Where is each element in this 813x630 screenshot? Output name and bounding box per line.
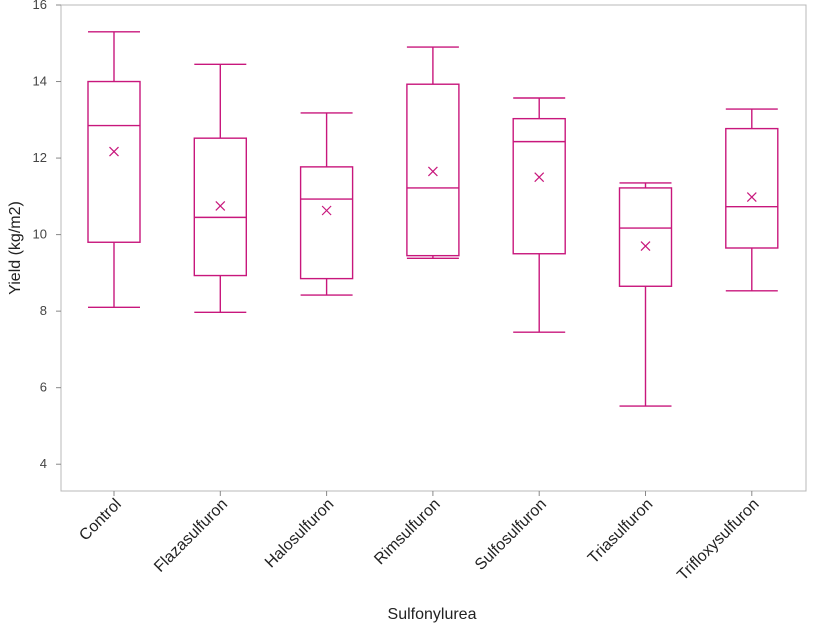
x-tick-label: Rimsulfuron bbox=[371, 496, 443, 568]
mean-marker bbox=[109, 146, 119, 157]
y-tick-label: 16 bbox=[33, 0, 47, 12]
box-halosulfuron bbox=[299, 112, 354, 296]
mean-marker bbox=[534, 172, 545, 183]
mean-marker bbox=[321, 205, 332, 216]
box-series bbox=[87, 31, 779, 407]
mean-marker bbox=[746, 192, 757, 203]
y-tick-label: 6 bbox=[40, 380, 47, 395]
x-tick-label: Control bbox=[76, 496, 124, 544]
box-flazasulfuron bbox=[193, 63, 248, 313]
box-control bbox=[87, 31, 141, 309]
mean-marker bbox=[427, 166, 438, 177]
y-tick-label: 10 bbox=[33, 227, 47, 242]
iqr-box bbox=[193, 137, 248, 277]
box-trifloxysulfuron bbox=[725, 108, 779, 292]
y-tick-label: 4 bbox=[40, 456, 47, 471]
y-tick-label: 14 bbox=[33, 74, 47, 89]
y-tick-label: 12 bbox=[33, 150, 47, 165]
box-triasulfuron bbox=[618, 182, 673, 407]
y-tick-label: 8 bbox=[40, 303, 47, 318]
y-axis-title: Yield (kg/m2) bbox=[7, 201, 24, 295]
y-axis: 4 6 8 10 12 14 16 bbox=[33, 0, 61, 471]
box-sulfosulfuron bbox=[512, 97, 566, 333]
x-tick-label: Halosulfuron bbox=[262, 496, 338, 572]
plot-frame bbox=[60, 4, 807, 492]
mean-marker bbox=[640, 241, 651, 252]
box-rimsulfuron bbox=[406, 46, 460, 260]
x-tick-label: Flazasulfuron bbox=[151, 496, 231, 576]
mean-marker bbox=[215, 200, 226, 211]
iqr-box bbox=[725, 127, 779, 249]
iqr-box bbox=[512, 117, 566, 255]
iqr-box bbox=[299, 166, 354, 280]
iqr-box bbox=[406, 83, 460, 257]
x-axis-title: Sulfonylurea bbox=[388, 606, 477, 623]
x-tick-label: Triasulfuron bbox=[585, 496, 656, 567]
x-axis: Control Flazasulfuron Halosulfuron Rimsulfu… bbox=[76, 491, 763, 584]
iqr-box bbox=[618, 187, 673, 287]
iqr-box bbox=[87, 80, 141, 243]
x-tick-label: Trifloxysulfuron bbox=[674, 496, 762, 584]
x-tick-label: Sulfosulfuron bbox=[472, 496, 550, 574]
